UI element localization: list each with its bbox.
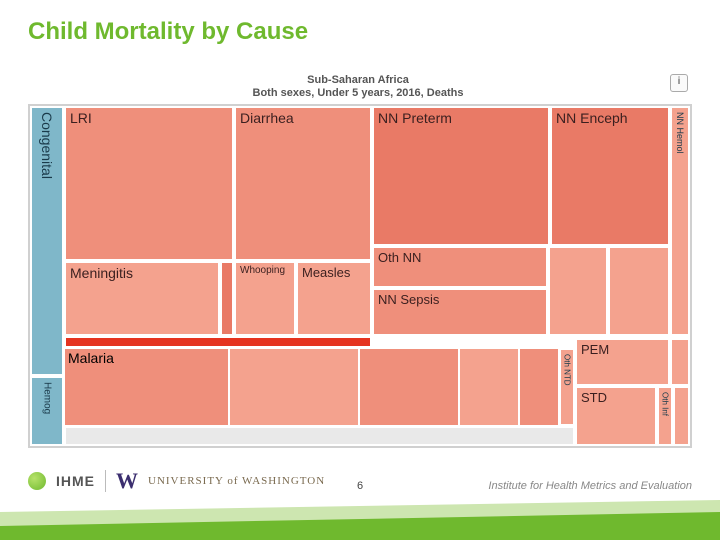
treemap-cell-pem_side[interactable]: [670, 338, 690, 386]
info-icon[interactable]: i: [670, 74, 688, 92]
treemap-cell-nnsepsis[interactable]: NN Sepsis: [372, 288, 548, 336]
treemap-cell-label: NN Sepsis: [378, 292, 439, 307]
treemap-cell-label: Oth NN: [378, 250, 421, 265]
treemap-cell-whooping[interactable]: Whooping: [234, 261, 296, 336]
chart-header: Sub-Saharan Africa Both sexes, Under 5 y…: [28, 74, 688, 100]
uw-logo-icon: W: [116, 468, 138, 494]
treemap-cell-label: STD: [581, 390, 607, 405]
treemap-cell-label: Malaria: [68, 350, 114, 366]
institute-text: Institute for Health Metrics and Evaluat…: [488, 480, 692, 492]
treemap-cell-std[interactable]: STD: [575, 386, 657, 446]
ihme-logo-text: IHME: [56, 473, 95, 489]
malaria-slice: [519, 348, 559, 426]
treemap-cell-label: Congenital: [39, 112, 55, 179]
page-number: 6: [357, 480, 363, 492]
treemap-cell-label: Oth Inf: [661, 392, 670, 416]
chart-header-line2: Both sexes, Under 5 years, 2016, Deaths: [28, 87, 688, 100]
treemap-cell-label: NN Hemol: [675, 112, 685, 154]
treemap-cell-label: Measles: [302, 265, 350, 280]
treemap-cell-nnpreterm[interactable]: NN Preterm: [372, 106, 550, 246]
treemap-cell-label: Whooping: [240, 265, 285, 276]
malaria-slice: [229, 348, 359, 426]
ihme-logo-icon: [28, 472, 46, 490]
treemap-cell-lri[interactable]: LRI: [64, 106, 234, 261]
treemap-cell-label: Diarrhea: [240, 110, 294, 126]
treemap-cell-hemog[interactable]: Hemog: [30, 376, 64, 446]
treemap-cell-label: Hemog: [42, 382, 53, 414]
treemap-cell-label: LRI: [70, 110, 92, 126]
treemap-cell-othinf[interactable]: Oth Inf: [657, 386, 673, 446]
treemap-cell-label: NN Preterm: [378, 110, 452, 126]
treemap-cell-nn_col1[interactable]: [548, 246, 608, 336]
treemap-cell-redbar[interactable]: [64, 336, 372, 348]
treemap-cell-label: Meningitis: [70, 265, 133, 281]
treemap-cell-label: Oth NTD: [563, 354, 572, 386]
treemap-cell-nnhemol[interactable]: NN Hemol: [670, 106, 690, 336]
treemap-cell-othntd[interactable]: Oth NTD: [559, 348, 575, 426]
treemap-cell-label: PEM: [581, 342, 609, 357]
uw-logo-text: UNIVERSITY of WASHINGTON: [148, 475, 325, 487]
treemap: Congenital Hemog LRI Diarrhea Meningitis Whoo…: [28, 104, 692, 448]
slide: Child Mortality by Cause Sub-Saharan Afr…: [0, 0, 720, 540]
footer-logos: IHME W UNIVERSITY of WASHINGTON: [28, 468, 325, 494]
malaria-slice: [359, 348, 459, 426]
treemap-cell-diarrhea[interactable]: Diarrhea: [234, 106, 372, 261]
slide-title: Child Mortality by Cause: [28, 18, 308, 46]
treemap-cell-othnn[interactable]: Oth NN: [372, 246, 548, 288]
treemap-cell-graystrip[interactable]: [64, 426, 575, 446]
treemap-cell-meningitis[interactable]: Meningitis: [64, 261, 220, 336]
treemap-cell-men_tiny[interactable]: [220, 261, 234, 336]
treemap-cell-pem[interactable]: PEM: [575, 338, 670, 386]
treemap-cell-congenital[interactable]: Congenital: [30, 106, 64, 376]
chart-header-line1: Sub-Saharan Africa: [28, 74, 688, 87]
treemap-cell-label: NN Enceph: [556, 110, 628, 126]
treemap-cell-std_side[interactable]: [673, 386, 690, 446]
malaria-slice: [459, 348, 519, 426]
treemap-cell-nnenceph[interactable]: NN Enceph: [550, 106, 670, 246]
footer: IHME W UNIVERSITY of WASHINGTON 6 Instit…: [0, 460, 720, 540]
treemap-cell-nn_col2[interactable]: [608, 246, 670, 336]
chart-container: Sub-Saharan Africa Both sexes, Under 5 y…: [28, 74, 688, 448]
footer-decoration: [0, 500, 720, 540]
divider-icon: [105, 470, 106, 492]
treemap-cell-measles[interactable]: Measles: [296, 261, 372, 336]
